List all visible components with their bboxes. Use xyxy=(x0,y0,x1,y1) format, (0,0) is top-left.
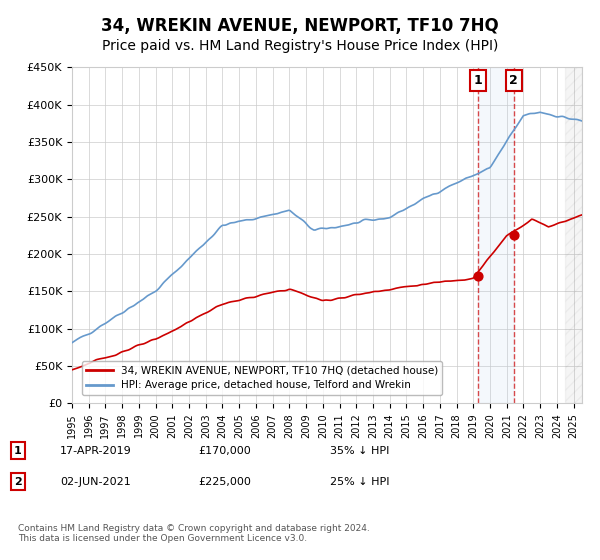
Legend: 34, WREKIN AVENUE, NEWPORT, TF10 7HQ (detached house), HPI: Average price, detac: 34, WREKIN AVENUE, NEWPORT, TF10 7HQ (de… xyxy=(82,361,442,395)
Text: 02-JUN-2021: 02-JUN-2021 xyxy=(60,477,131,487)
Bar xyxy=(478,67,514,403)
Text: £225,000: £225,000 xyxy=(198,477,251,487)
Text: 2: 2 xyxy=(509,74,518,87)
Point xyxy=(509,231,518,240)
Text: Price paid vs. HM Land Registry's House Price Index (HPI): Price paid vs. HM Land Registry's House … xyxy=(102,39,498,53)
Text: 17-APR-2019: 17-APR-2019 xyxy=(60,446,132,456)
Text: 25% ↓ HPI: 25% ↓ HPI xyxy=(330,477,389,487)
Text: £170,000: £170,000 xyxy=(198,446,251,456)
Point xyxy=(473,272,483,281)
Text: 2: 2 xyxy=(14,477,22,487)
Text: 1: 1 xyxy=(14,446,22,456)
Text: 35% ↓ HPI: 35% ↓ HPI xyxy=(330,446,389,456)
Text: Contains HM Land Registry data © Crown copyright and database right 2024.
This d: Contains HM Land Registry data © Crown c… xyxy=(18,524,370,543)
Text: 1: 1 xyxy=(474,74,482,87)
Text: 34, WREKIN AVENUE, NEWPORT, TF10 7HQ: 34, WREKIN AVENUE, NEWPORT, TF10 7HQ xyxy=(101,17,499,35)
Bar xyxy=(565,67,582,403)
